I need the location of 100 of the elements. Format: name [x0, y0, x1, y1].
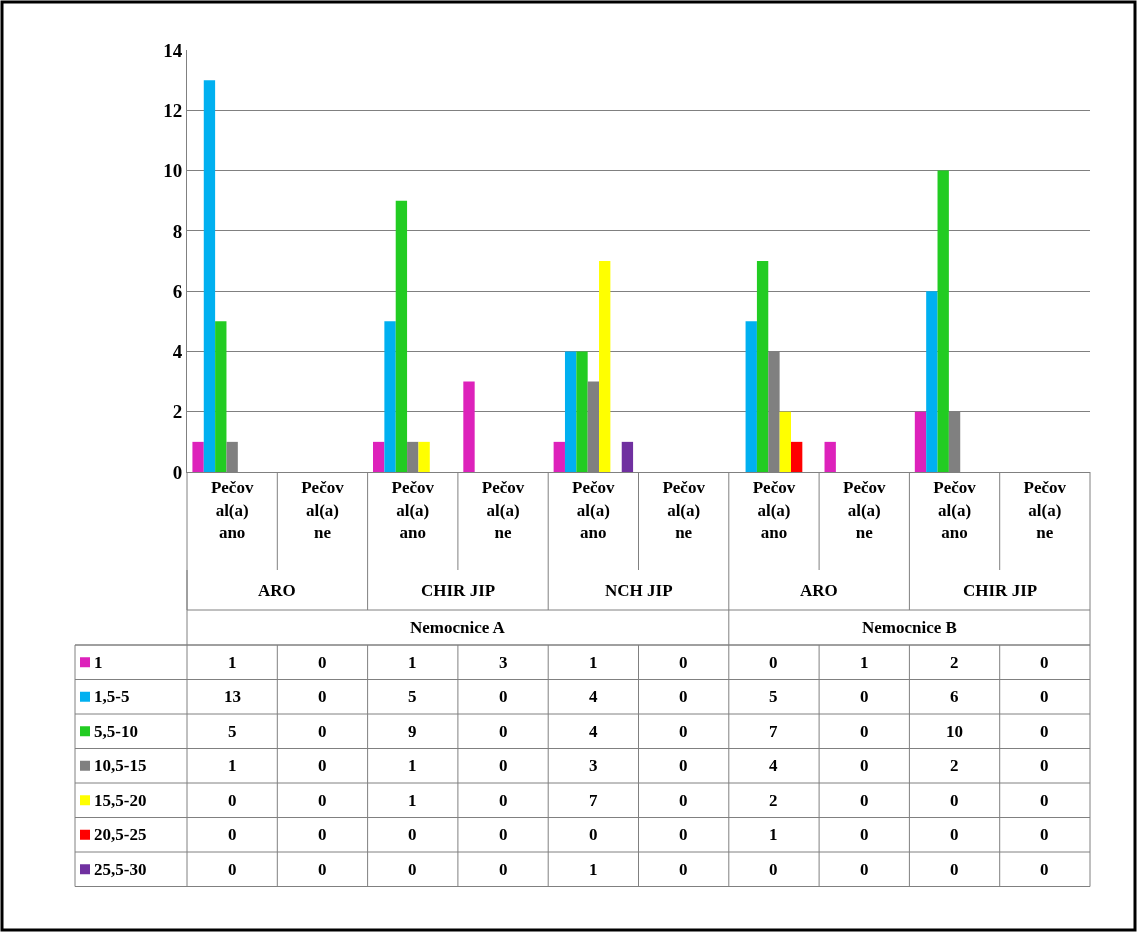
data-label: 0 — [679, 791, 688, 810]
y-tick-label: 14 — [163, 39, 183, 61]
text: Nemocnice A — [410, 618, 506, 637]
data-label: 3 — [589, 756, 598, 775]
data-label: 10 — [946, 722, 963, 741]
legend-label: 15,5-20 — [94, 791, 147, 810]
data-label: 2 — [950, 756, 959, 775]
text: NCH JIP — [605, 581, 673, 600]
data-label: 1 — [228, 756, 237, 775]
bar — [373, 441, 385, 472]
bar — [779, 411, 791, 472]
y-tick-label: 12 — [163, 99, 183, 121]
data-label: 5 — [408, 687, 417, 706]
data-label: 7 — [769, 722, 778, 741]
data-label: 0 — [860, 722, 869, 741]
bar — [926, 291, 938, 472]
legend-label: 5,5-10 — [94, 722, 138, 741]
y-tick-label: 6 — [172, 280, 183, 302]
bar — [418, 441, 430, 472]
data-label: 5 — [769, 687, 778, 706]
data-label: 0 — [499, 860, 508, 879]
bar — [824, 441, 836, 472]
data-label: 0 — [318, 722, 327, 741]
data-label: 3 — [499, 653, 508, 672]
y-tick-label: 4 — [172, 341, 183, 363]
data-label: 1 — [408, 756, 417, 775]
data-label: 0 — [499, 825, 508, 844]
bar — [576, 351, 588, 472]
text: ARO — [258, 581, 296, 600]
text: CHIR JIP — [421, 581, 496, 600]
bar — [621, 441, 634, 472]
bar — [564, 351, 577, 472]
data-label: 0 — [679, 653, 688, 672]
data-label: 0 — [318, 825, 327, 844]
data-label: 1 — [408, 653, 417, 672]
x-tick-label: Pečoval(a) ano — [752, 478, 796, 542]
bar — [756, 261, 769, 472]
data-label: 0 — [679, 825, 688, 844]
data-label: 0 — [860, 687, 869, 706]
x-tick-label: Pečoval(a) ne — [301, 478, 345, 542]
data-label: 1 — [228, 653, 237, 672]
legend-label: 1,5-5 — [94, 687, 130, 706]
data-label: 0 — [318, 791, 327, 810]
data-label: 5 — [228, 722, 237, 741]
legend-label: 25,5-30 — [94, 860, 147, 879]
text: CHIR JIP — [963, 581, 1038, 600]
bar — [937, 170, 949, 472]
data-label: 0 — [1040, 653, 1049, 672]
text: ARO — [800, 581, 838, 600]
bar — [553, 441, 565, 472]
data-label: 0 — [1040, 791, 1049, 810]
bar — [790, 441, 803, 472]
data-label: 0 — [1040, 722, 1049, 741]
data-label: 1 — [589, 860, 598, 879]
legend-label: 10,5-15 — [94, 756, 147, 775]
data-label: 2 — [950, 653, 959, 672]
bar — [215, 321, 227, 472]
x-tick-label: Pečoval(a) ano — [933, 478, 977, 542]
data-label: 0 — [860, 825, 869, 844]
data-label: 0 — [769, 860, 778, 879]
x-tick-label: Pečoval(a) ne — [843, 478, 886, 542]
data-label: 6 — [950, 687, 959, 706]
data-label: 0 — [679, 687, 688, 706]
data-label: 0 — [679, 722, 688, 741]
text: Nemocnice B — [862, 618, 957, 637]
bar — [599, 261, 611, 472]
data-label: 0 — [1040, 756, 1049, 775]
data-label: 7 — [589, 791, 598, 810]
data-label: 0 — [228, 860, 237, 879]
bar — [745, 321, 757, 472]
data-label: 0 — [860, 791, 869, 810]
y-tick-label: 8 — [172, 220, 183, 242]
data-label: 0 — [318, 860, 327, 879]
data-label: 0 — [408, 860, 417, 879]
legend-label: 1 — [94, 653, 103, 672]
data-label: 4 — [589, 687, 598, 706]
data-label: 0 — [1040, 825, 1049, 844]
data-label: 13 — [224, 687, 241, 706]
data-label: 0 — [318, 756, 327, 775]
data-label: 0 — [499, 756, 508, 775]
data-label: 0 — [860, 860, 869, 879]
data-label: 0 — [318, 687, 327, 706]
data-label: 0 — [408, 825, 417, 844]
x-tick-label: Pečoval(a) ne — [481, 478, 525, 542]
y-tick-label: 0 — [172, 461, 183, 483]
bar — [463, 381, 475, 472]
data-label: 0 — [769, 653, 778, 672]
data-label: 1 — [769, 825, 778, 844]
data-label: 0 — [499, 722, 508, 741]
y-tick-label: 2 — [172, 401, 183, 423]
data-label: 0 — [318, 653, 327, 672]
bar — [395, 200, 408, 472]
data-label: 0 — [950, 791, 959, 810]
x-tick-label: Pečoval(a) ano — [391, 478, 435, 542]
data-label: 0 — [589, 825, 598, 844]
data-label: 2 — [769, 791, 778, 810]
data-label: 1 — [589, 653, 598, 672]
data-label: 1 — [860, 653, 869, 672]
legend-label: 20,5-25 — [94, 825, 147, 844]
data-label: 0 — [499, 687, 508, 706]
